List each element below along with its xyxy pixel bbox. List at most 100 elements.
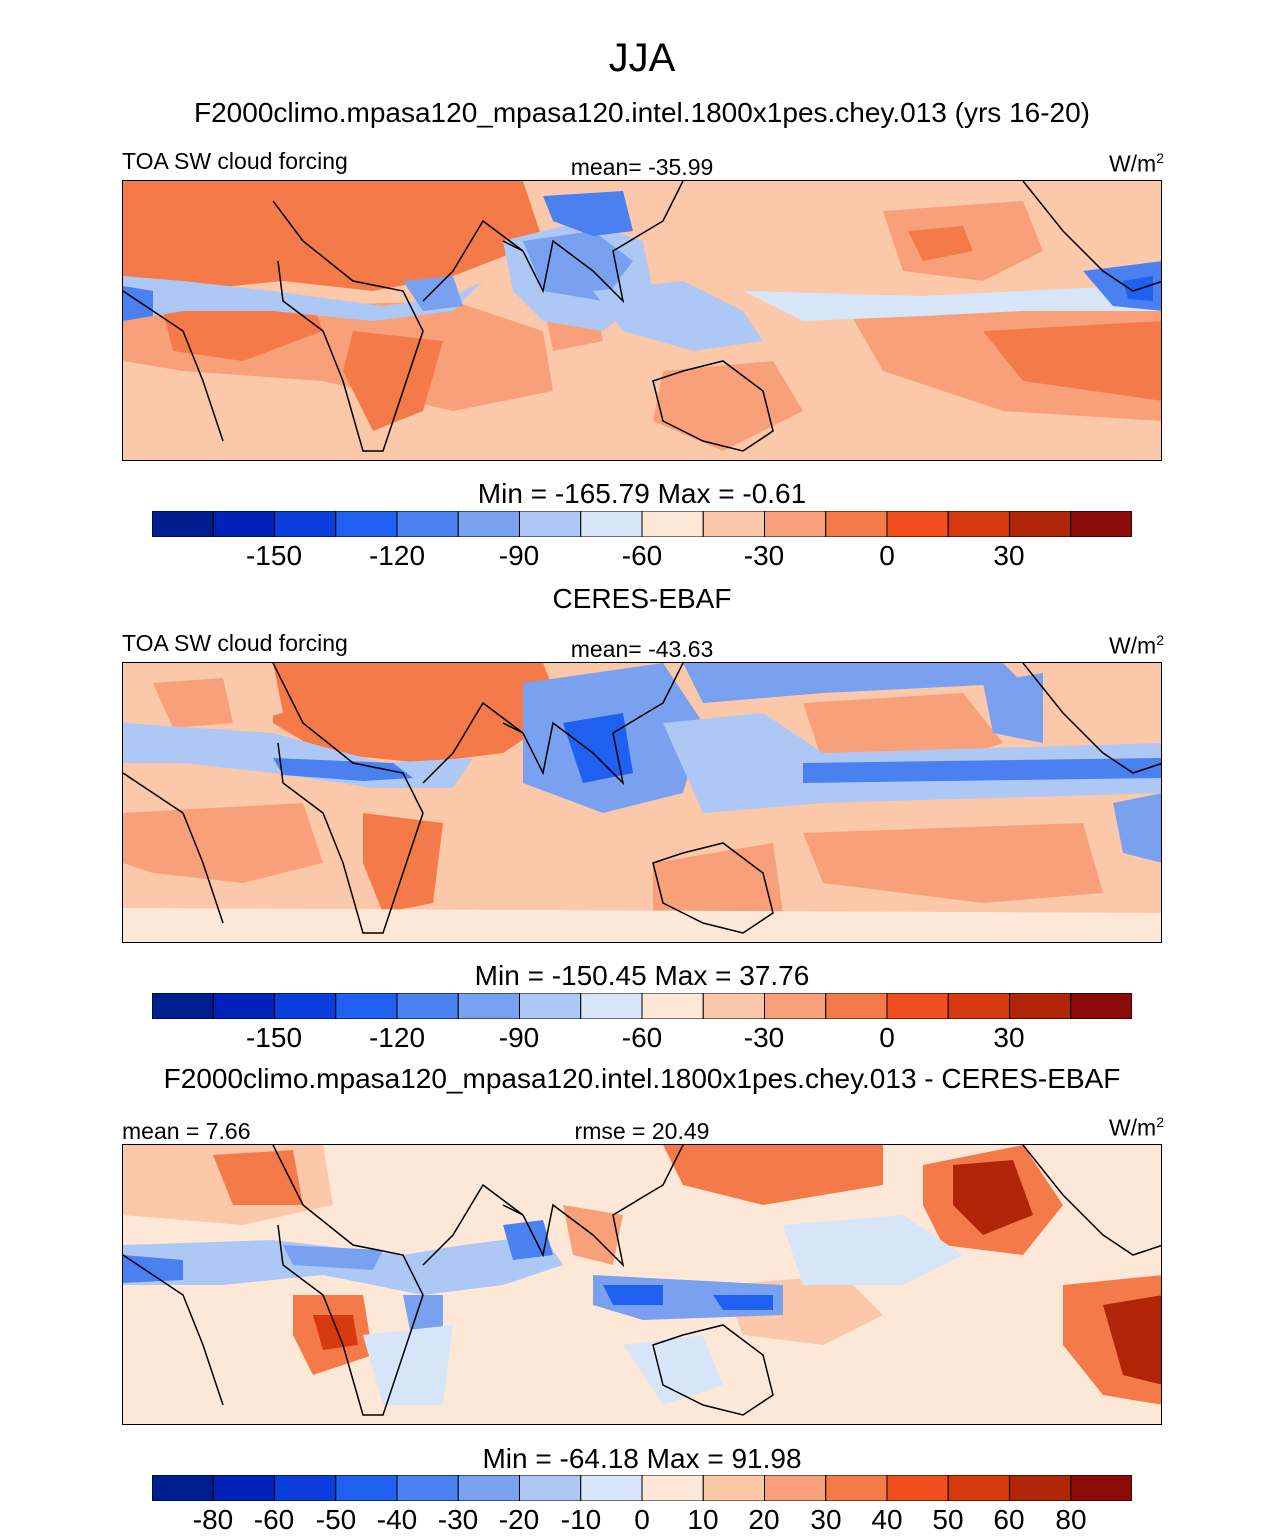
p3-asia-coast	[522, 1145, 684, 1268]
p1-pacific-core	[908, 226, 973, 261]
p2-pacific-itcz	[803, 758, 1161, 783]
colorbar-swatch	[702, 993, 765, 1019]
cb3-tick: 80	[1055, 1504, 1087, 1535]
p2-south-pacific	[803, 823, 1103, 903]
cb1-tick: -90	[498, 540, 540, 571]
colorbar-swatch	[825, 1475, 888, 1501]
colorbar-swatch	[764, 511, 827, 537]
cb1-tick: -120	[368, 540, 426, 571]
p3-south-america-coast	[123, 1254, 224, 1406]
p3-namibia-core	[313, 1315, 358, 1350]
p1-americas-coast	[1022, 181, 1161, 292]
colorbar-1	[152, 511, 1132, 537]
p1-south-atlantic-core	[163, 306, 323, 361]
p3-sahel-blue	[283, 1245, 383, 1270]
cb3-tick: 10	[687, 1504, 719, 1535]
panel2-minmax: Min = -150.45 Max = 37.76	[474, 960, 810, 991]
colorbar-swatch	[825, 993, 888, 1019]
p1-asia-coast	[522, 181, 684, 304]
cb3-tick: 0	[634, 1504, 650, 1535]
p1-tibet-blue	[543, 191, 633, 236]
p1-australia	[653, 361, 803, 451]
cb2-tick: 30	[993, 1022, 1025, 1053]
cb1-tick: 0	[879, 540, 895, 571]
p2-north-pacific	[803, 693, 1003, 763]
p3-southern-africa-blue	[363, 1325, 453, 1405]
p1-pacific-itcz	[743, 281, 1161, 321]
colorbar-swatch	[641, 1475, 704, 1501]
panel3-units: W/m2	[1108, 1114, 1164, 1141]
cb2-tick: -120	[368, 1022, 426, 1053]
colorbar-swatch	[274, 511, 337, 537]
p2-bay-of-bengal	[563, 713, 633, 783]
colorbar-swatch	[519, 993, 582, 1019]
colorbar-swatch	[335, 1475, 398, 1501]
cb3-tick: -80	[192, 1504, 234, 1535]
colorbar-swatch	[947, 511, 1010, 537]
panel2-map	[122, 662, 1162, 943]
colorbar-swatch	[580, 511, 643, 537]
p3-sumatra-core	[603, 1285, 663, 1305]
p3-new-guinea-core	[713, 1295, 773, 1310]
figure-title: JJA	[608, 36, 676, 80]
colorbar-swatch	[457, 993, 520, 1019]
colorbar-swatch	[152, 993, 214, 1019]
p2-atlantic-stratus	[153, 678, 233, 728]
panel2-left-label: TOA SW cloud forcing	[122, 630, 348, 656]
cb3-tick: -10	[560, 1504, 602, 1535]
panel1-map	[122, 180, 1162, 461]
cb1-tick: -150	[245, 540, 303, 571]
colorbar-swatch	[212, 511, 275, 537]
cb3-tick: -60	[253, 1504, 295, 1535]
p2-west-africa-core	[273, 758, 413, 781]
p2-south-atlantic	[123, 803, 323, 883]
p3-east-asia-red	[663, 1145, 883, 1205]
colorbar-swatch	[274, 1475, 337, 1501]
panel1-left-label: TOA SW cloud forcing	[122, 148, 348, 174]
cb3-tick: 60	[993, 1504, 1025, 1535]
cb2-tick: -30	[743, 1022, 785, 1053]
p1-australia-coast	[652, 360, 774, 452]
p2-southern-ocean	[123, 908, 1161, 942]
p2-ne-pacific-blue	[983, 673, 1043, 743]
colorbar-swatch	[764, 993, 827, 1019]
panel1-units: W/m2	[1108, 150, 1164, 177]
colorbar-swatch	[519, 1475, 582, 1501]
panel3-rmse-label: rmse = 20.49	[574, 1118, 710, 1144]
cb1-tick: -60	[621, 540, 663, 571]
p3-amazon-blue	[123, 1255, 183, 1283]
colorbar-swatch	[702, 511, 765, 537]
colorbar-swatch	[641, 511, 704, 537]
p3-ne-pacific-core	[953, 1160, 1033, 1235]
p1-maritime-continent	[593, 281, 763, 351]
colorbar-swatch	[702, 1475, 765, 1501]
colorbar-2	[152, 993, 1132, 1019]
p3-africa-coast	[272, 1145, 424, 1416]
colorbar-swatch	[886, 1475, 949, 1501]
p1-amazon-blue	[123, 286, 153, 321]
colorbar-swatch	[212, 993, 275, 1019]
p3-australia-coast	[652, 1324, 774, 1416]
p3-central-pacific	[783, 1215, 963, 1285]
p1-north-africa-atlantic	[123, 181, 543, 291]
colorbar-swatch	[457, 1475, 520, 1501]
p2-southern-africa	[363, 813, 443, 913]
colorbar-swatch	[396, 511, 459, 537]
p2-africa-coast	[272, 663, 424, 934]
colorbar-swatch	[764, 1475, 827, 1501]
colorbar-swatch	[947, 993, 1010, 1019]
colorbar-swatch	[580, 993, 643, 1019]
p2-north-pacific-band	[683, 663, 1023, 703]
p3-americas-coast	[1022, 1145, 1161, 1256]
colorbar-swatch	[641, 993, 704, 1019]
cb3-tick: -40	[376, 1504, 418, 1535]
p2-americas-coast	[1022, 663, 1161, 774]
cb3-tick: -50	[315, 1504, 357, 1535]
cb2-tick: -150	[245, 1022, 303, 1053]
panel2-header: CERES-EBAF	[552, 583, 732, 614]
panel1-header: F2000climo.mpasa120_mpasa120.intel.1800x…	[193, 97, 1091, 128]
panel1-minmax: Min = -165.79 Max = -0.61	[477, 478, 807, 509]
colorbar-swatch	[212, 1475, 275, 1501]
colorbar-3	[152, 1475, 1132, 1501]
cb2-tick: -60	[621, 1022, 663, 1053]
